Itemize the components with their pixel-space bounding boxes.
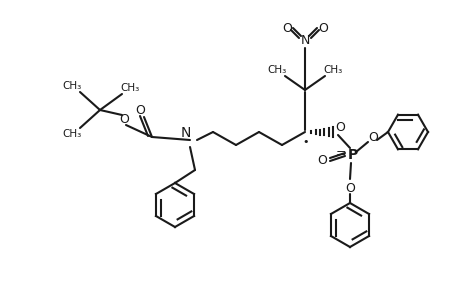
Text: O: O: [317, 22, 327, 34]
Text: N: N: [180, 126, 191, 140]
Text: CH₃: CH₃: [62, 129, 81, 139]
Text: O: O: [281, 22, 291, 34]
Text: CH₃: CH₃: [62, 81, 81, 91]
Text: •: •: [302, 137, 308, 147]
Text: O: O: [367, 130, 377, 143]
Text: O: O: [334, 121, 344, 134]
Text: CH₃: CH₃: [267, 65, 286, 75]
Text: P: P: [347, 148, 358, 162]
Text: =: =: [335, 148, 346, 160]
Text: N: N: [300, 34, 309, 46]
Text: O: O: [344, 182, 354, 194]
Text: CH₃: CH₃: [323, 65, 342, 75]
Text: O: O: [135, 103, 145, 116]
Text: O: O: [316, 154, 326, 166]
Text: O: O: [119, 112, 129, 125]
Text: CH₃: CH₃: [120, 83, 140, 93]
